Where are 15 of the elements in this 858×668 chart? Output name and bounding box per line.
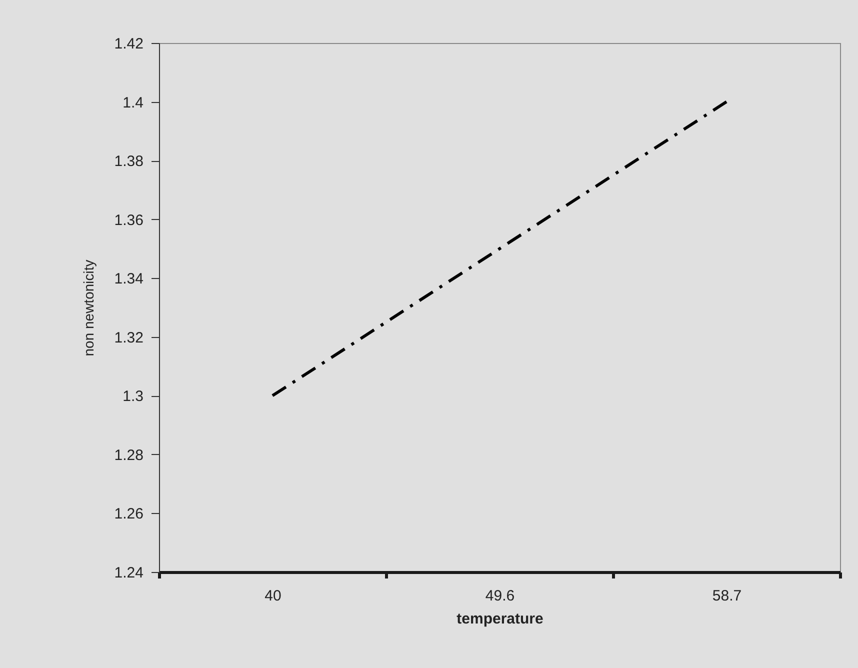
x-tick-label: 58.7: [712, 588, 742, 604]
y-tick-label: 1.4: [122, 94, 144, 112]
y-tick-label: 1.3: [122, 388, 144, 406]
x-axis-title: temperature: [456, 610, 544, 628]
y-tick-label: 1.24: [114, 564, 144, 582]
y-tick-label: 1.32: [114, 329, 144, 346]
x-tick-label: 49.6: [485, 588, 515, 604]
y-tick-label: 1.36: [114, 212, 144, 229]
y-tick-label: 1.42: [114, 36, 144, 52]
y-axis-title: non newtonicity: [80, 260, 96, 356]
y-tick-label: 1.28: [114, 446, 144, 464]
y-tick-label: 1.34: [114, 270, 144, 288]
y-tick-label: 1.38: [114, 153, 144, 170]
x-tick-label: 40: [264, 588, 282, 604]
y-tick-label: 1.26: [114, 506, 144, 523]
